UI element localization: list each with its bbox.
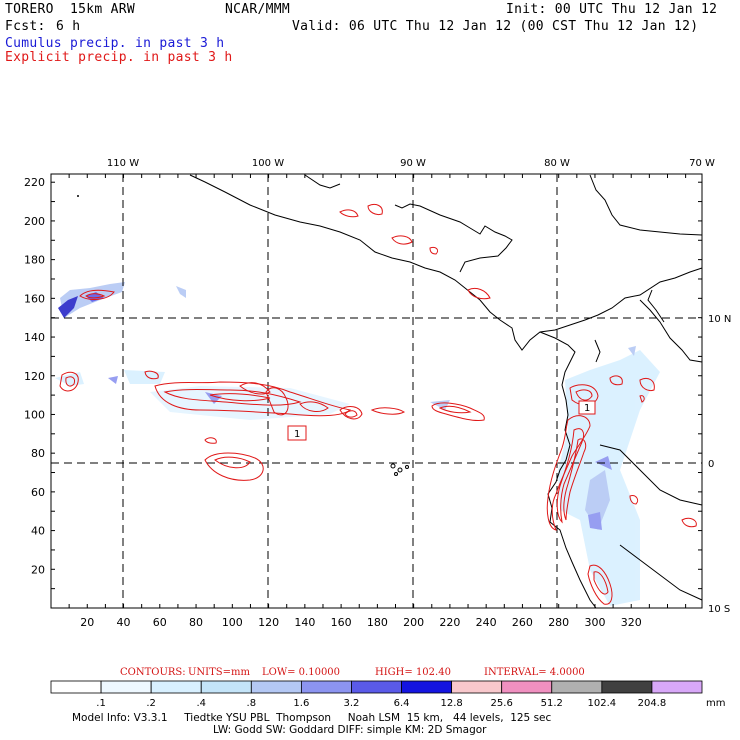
latitude-label: 10 S <box>708 604 730 615</box>
contour-label-boxes <box>287 400 596 441</box>
colorbar-swatch <box>501 680 553 694</box>
colorbar-swatch <box>451 680 503 694</box>
colorbar-swatch <box>300 680 352 694</box>
contour-box-label-2: 1 <box>584 403 590 414</box>
x-tick-label: 140 <box>294 616 315 629</box>
longitude-label: 80 W <box>544 158 570 169</box>
init-time: Init: 00 UTC Thu 12 Jan 12 <box>506 2 718 17</box>
colorbar-label: 102.4 <box>588 698 617 709</box>
longitude-label: 100 W <box>252 158 284 169</box>
x-tick-label: 280 <box>548 616 569 629</box>
colorbar-label: 204.8 <box>638 698 667 709</box>
map-frame <box>50 173 703 609</box>
contours-low: LOW= 0.10000 <box>262 667 341 678</box>
y-tick-label: 40 <box>31 525 45 538</box>
latitude-label: 0 <box>708 459 714 470</box>
x-tick-labels: 20 40 60 80 100 120 140 160 180 200 220 240 260 280 30… <box>80 616 641 629</box>
colorbar-label: 1.6 <box>293 698 309 709</box>
contours-label: CONTOURS: <box>120 667 186 678</box>
x-tick-label: 320 <box>621 616 642 629</box>
latitude-label: 10 N <box>708 314 731 325</box>
cumulus-field-label: Cumulus precip. in past 3 h <box>5 36 225 51</box>
coastline <box>189 174 703 609</box>
colorbar-label: 6.4 <box>394 698 410 709</box>
colorbar-label: 3.2 <box>344 698 360 709</box>
valid-time: Valid: 06 UTC Thu 12 Jan 12 (00 CST Thu … <box>292 19 699 34</box>
colorbar-swatch <box>100 680 152 694</box>
y-tick-labels: 220 200 180 160 140 120 100 80 60 40 20 <box>24 176 45 576</box>
y-tick-label: 140 <box>24 331 45 344</box>
forecast-hour: 6 h <box>56 19 81 34</box>
y-tick-label: 160 <box>24 292 45 305</box>
model-info: Model Info: V3.3.1 Tiedtke YSU PBL Thomp… <box>72 712 552 724</box>
x-tick-label: 120 <box>258 616 279 629</box>
y-tick-label: 60 <box>31 486 45 499</box>
contours-units: UNITS=mm <box>188 667 250 678</box>
x-tick-label: 260 <box>512 616 533 629</box>
graticule <box>51 174 702 608</box>
colorbar-label: .1 <box>96 698 106 709</box>
colorbar-swatch <box>200 680 252 694</box>
y-tick-label: 220 <box>24 176 45 189</box>
model-title: TORERO 15km ARW <box>5 2 136 17</box>
y-tick-label: 180 <box>24 254 45 267</box>
explicit-field-label: Explicit precip. in past 3 h <box>5 50 233 65</box>
x-tick-label: 80 <box>189 616 203 629</box>
y-tick-label: 20 <box>31 563 45 576</box>
contours-interval: INTERVAL= 4.0000 <box>484 667 585 678</box>
colorbar-label: 25.6 <box>491 698 513 709</box>
colorbar-swatch <box>401 680 453 694</box>
map-dot <box>77 195 79 197</box>
contours-high: HIGH= 102.40 <box>375 667 451 678</box>
explicit-precip-contours <box>59 203 697 605</box>
org-label: NCAR/MMM <box>225 2 291 17</box>
colorbar-label: .4 <box>196 698 206 709</box>
contour-box-label-1: 1 <box>294 429 300 440</box>
y-tick-label: 200 <box>24 215 45 228</box>
x-tick-label: 300 <box>584 616 605 629</box>
y-tick-label: 120 <box>24 370 45 383</box>
colorbar-swatch <box>150 680 202 694</box>
longitude-label: 90 W <box>400 158 426 169</box>
x-tick-label: 200 <box>403 616 424 629</box>
colorbar-label: 51.2 <box>541 698 563 709</box>
colorbar-swatch <box>351 680 402 694</box>
colorbar-swatch <box>551 680 603 694</box>
colorbar-label: .2 <box>146 698 156 709</box>
colorbar-swatch <box>50 680 102 694</box>
colorbar: .1 .2 .4 .8 1.6 3.2 6.4 12.8 25.6 51.2 102.4 204.8 m… <box>50 680 725 709</box>
latitude-labels: 10 N 0 10 S <box>708 314 731 615</box>
x-tick-label: 180 <box>367 616 388 629</box>
colorbar-swatch <box>651 680 703 694</box>
colorbar-swatch <box>250 680 302 694</box>
x-tick-label: 240 <box>476 616 497 629</box>
axis-ticks <box>51 174 702 608</box>
x-tick-label: 40 <box>117 616 131 629</box>
colorbar-label: .8 <box>247 698 257 709</box>
x-tick-label: 220 <box>439 616 460 629</box>
colorbar-swatch <box>601 680 653 694</box>
physics-info: LW: Godd SW: Goddard DIFF: simple KM: 2D… <box>213 724 487 736</box>
forecast-label: Fcst: <box>5 19 46 34</box>
colorbar-label: mm <box>706 698 725 709</box>
x-tick-label: 100 <box>222 616 243 629</box>
x-tick-label: 60 <box>153 616 167 629</box>
x-tick-label: 20 <box>80 616 94 629</box>
longitude-label: 70 W <box>689 158 715 169</box>
longitude-label: 110 W <box>107 158 139 169</box>
x-tick-label: 160 <box>331 616 352 629</box>
y-tick-label: 80 <box>31 447 45 460</box>
colorbar-label: 12.8 <box>440 698 462 709</box>
y-tick-label: 100 <box>24 408 45 421</box>
longitude-labels: 110 W 100 W 90 W 80 W 70 W <box>107 158 715 169</box>
